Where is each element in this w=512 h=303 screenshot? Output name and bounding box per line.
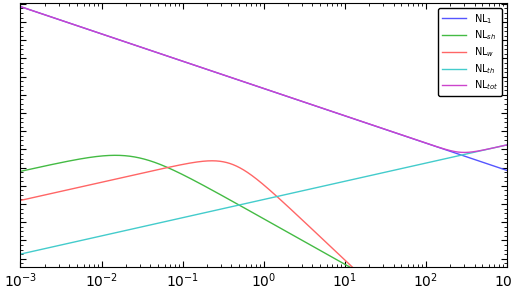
NL$_w$ <box>17 198 24 202</box>
NL$_{th}$ <box>442 157 448 161</box>
NL$_{th}$ <box>204 210 210 214</box>
NL$_{tot}$ <box>504 143 510 147</box>
NL$_{sh}$ <box>225 197 231 201</box>
NL$_{tot}$ <box>102 33 108 37</box>
NL$_{sh}$ <box>112 154 118 157</box>
Line: NL$_1$: NL$_1$ <box>20 7 507 170</box>
NL$_{th}$ <box>504 143 510 147</box>
Legend: NL$_1$, NL$_{sh}$, NL$_w$, NL$_{th}$, NL$_{tot}$: NL$_1$, NL$_{sh}$, NL$_w$, NL$_{th}$, NL… <box>438 8 502 96</box>
NL$_1$ <box>73 23 79 27</box>
NL$_{sh}$ <box>204 186 210 189</box>
NL$_w$ <box>204 159 210 163</box>
NL$_{th}$ <box>102 233 108 237</box>
NL$_1$ <box>204 68 210 71</box>
NL$_{tot}$ <box>204 68 210 71</box>
NL$_{th}$ <box>73 240 79 243</box>
NL$_w$ <box>102 180 108 183</box>
NL$_{sh}$ <box>73 158 79 161</box>
NL$_{tot}$ <box>461 151 467 154</box>
NL$_{th}$ <box>494 145 500 149</box>
NL$_1$ <box>102 33 108 37</box>
NL$_1$ <box>504 168 510 172</box>
NL$_{sh}$ <box>102 154 108 158</box>
Line: NL$_{th}$: NL$_{th}$ <box>20 145 507 254</box>
NL$_1$ <box>494 165 500 169</box>
NL$_{tot}$ <box>442 147 448 151</box>
NL$_1$ <box>225 75 231 78</box>
NL$_{tot}$ <box>225 75 231 78</box>
NL$_w$ <box>225 161 231 165</box>
NL$_{tot}$ <box>17 5 24 8</box>
NL$_1$ <box>17 5 24 8</box>
NL$_w$ <box>73 186 79 190</box>
NL$_{sh}$ <box>17 170 24 173</box>
NL$_{tot}$ <box>73 23 79 27</box>
Line: NL$_w$: NL$_w$ <box>20 161 507 303</box>
NL$_w$ <box>209 159 215 163</box>
NL$_{th}$ <box>17 252 24 256</box>
Line: NL$_{tot}$: NL$_{tot}$ <box>20 7 507 152</box>
Line: NL$_{sh}$: NL$_{sh}$ <box>20 155 507 303</box>
NL$_{th}$ <box>225 206 231 209</box>
NL$_{tot}$ <box>495 145 501 149</box>
NL$_1$ <box>442 148 448 151</box>
